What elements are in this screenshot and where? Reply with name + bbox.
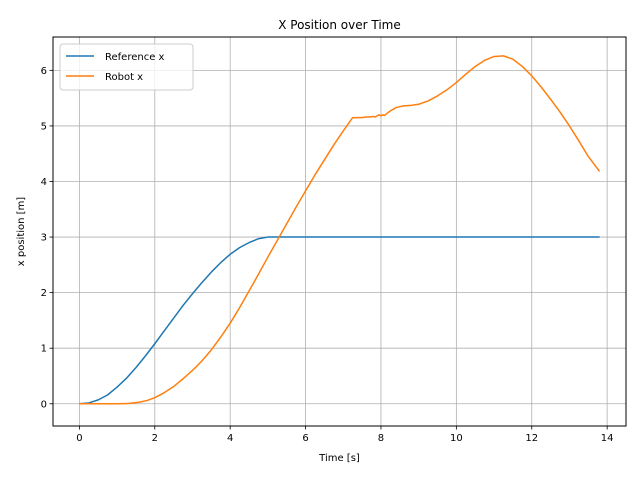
legend-label: Reference x bbox=[105, 52, 165, 63]
x-tick-label: 12 bbox=[525, 433, 538, 444]
y-tick-label: 0 bbox=[41, 399, 47, 410]
x-tick-label: 10 bbox=[450, 433, 463, 444]
x-tick-label: 4 bbox=[227, 433, 233, 444]
x-tick-label: 8 bbox=[378, 433, 384, 444]
y-axis-label: x position [m] bbox=[16, 197, 27, 267]
series-layer bbox=[79, 55, 601, 405]
chart-title: X Position over Time bbox=[278, 18, 401, 32]
grid-layer bbox=[53, 37, 626, 426]
x-axis-label: Time [s] bbox=[318, 453, 360, 464]
legend-box bbox=[59, 43, 194, 91]
series-line-1 bbox=[79, 236, 600, 405]
x-tick-label: 2 bbox=[152, 433, 158, 444]
y-tick-label: 5 bbox=[41, 121, 47, 132]
y-tick-label: 6 bbox=[41, 66, 47, 77]
y-tick-label: 4 bbox=[41, 177, 47, 188]
x-tick-label: 14 bbox=[601, 433, 614, 444]
series-line-2 bbox=[79, 55, 601, 405]
plot-frame bbox=[52, 36, 627, 427]
y-tick-label: 1 bbox=[41, 344, 47, 355]
legend: Reference x Robot x bbox=[59, 43, 194, 91]
y-tick-label: 3 bbox=[41, 233, 47, 244]
legend-label: Robot x bbox=[105, 72, 143, 83]
x-tick-label: 6 bbox=[302, 433, 308, 444]
x-tick-label: 0 bbox=[76, 433, 82, 444]
y-tick-label: 2 bbox=[41, 288, 47, 299]
